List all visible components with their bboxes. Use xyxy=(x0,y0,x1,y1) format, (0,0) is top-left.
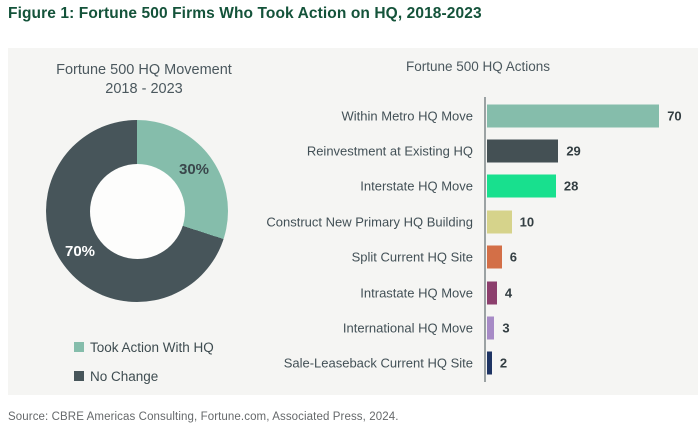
bar-value-label: 2 xyxy=(499,355,508,371)
donut-legend: Took Action With HQ No Change xyxy=(74,336,214,394)
bar-value-label: 6 xyxy=(509,249,517,265)
bar-value-label: 3 xyxy=(502,320,510,336)
donut-title-line2: 2018 - 2023 xyxy=(105,81,183,97)
bar-row: Reinvestment at Existing HQ 29 xyxy=(8,133,698,168)
bar-category-label: Construct New Primary HQ Building xyxy=(266,214,473,230)
bar xyxy=(487,174,556,198)
legend-item-took-action: Took Action With HQ xyxy=(74,336,214,358)
bar-category-label: Within Metro HQ Move xyxy=(341,108,473,124)
figure-title: Figure 1: Fortune 500 Firms Who Took Act… xyxy=(8,5,482,22)
bar-value-label: 29 xyxy=(566,143,581,159)
bar-category-label: Split Current HQ Site xyxy=(351,249,473,265)
legend-swatch-green xyxy=(74,342,84,352)
bar xyxy=(487,281,497,305)
bar-row: International HQ Move 3 xyxy=(8,310,698,345)
bar-category-label: Sale-Leaseback Current HQ Site xyxy=(283,355,473,371)
bar-value-label: 4 xyxy=(504,285,513,301)
bar-category-label: Reinvestment at Existing HQ xyxy=(306,143,473,159)
bar-row: Split Current HQ Site 6 xyxy=(8,240,698,275)
legend-swatch-dark xyxy=(74,371,84,381)
donut-hole xyxy=(89,163,185,259)
source-note: Source: CBRE Americas Consulting, Fortun… xyxy=(8,411,399,423)
bar xyxy=(487,351,492,375)
bar-row: Interstate HQ Move 28 xyxy=(8,169,698,204)
bar-category-label: International HQ Move xyxy=(342,320,473,336)
donut-chart-title: Fortune 500 HQ Movement 2018 - 2023 xyxy=(8,61,280,99)
bar-chart-rows: Within Metro HQ Move 70 Reinvestment at … xyxy=(8,98,698,381)
bar-chart-axis-line xyxy=(484,97,486,382)
bar-category-label: Interstate HQ Move xyxy=(360,178,473,194)
bar-value-label: 10 xyxy=(519,214,535,230)
legend-label-took-action: Took Action With HQ xyxy=(90,339,214,355)
bar xyxy=(487,245,502,269)
donut-slice-label-no-change: 70% xyxy=(64,243,96,260)
donut-chart xyxy=(46,120,228,302)
bar-category-label: Intrastate HQ Move xyxy=(360,285,473,301)
bar xyxy=(487,104,660,128)
legend-item-no-change: No Change xyxy=(74,365,214,387)
bar-chart-title: Fortune 500 HQ Actions xyxy=(405,59,551,74)
chart-panel: Fortune 500 HQ Movement 2018 - 2023 30% … xyxy=(8,48,698,395)
donut-slice-label-took-action: 30% xyxy=(178,161,210,178)
donut-title-line1: Fortune 500 HQ Movement xyxy=(56,62,232,78)
bar-row: Within Metro HQ Move 70 xyxy=(8,98,698,133)
bar-value-label: 70 xyxy=(667,108,682,124)
bar-value-label: 28 xyxy=(563,178,579,194)
bar-row: Construct New Primary HQ Building 10 xyxy=(8,204,698,239)
bar xyxy=(487,316,495,340)
bar xyxy=(487,139,559,163)
bar xyxy=(487,210,512,234)
bar-row: Intrastate HQ Move 4 xyxy=(8,275,698,310)
legend-label-no-change: No Change xyxy=(90,368,159,384)
bar-row: Sale-Leaseback Current HQ Site 2 xyxy=(8,346,698,381)
